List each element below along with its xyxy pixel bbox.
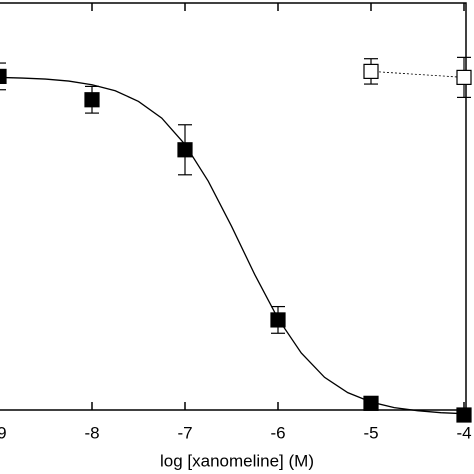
x-tick-label: -5	[363, 423, 378, 442]
data-point	[84, 92, 100, 108]
x-tick-label: -9	[0, 423, 7, 442]
data-point	[0, 68, 7, 84]
x-tick-label: -7	[177, 423, 192, 442]
plot-frame	[0, 2, 467, 411]
x-axis-label: log [xanomeline] (M)	[160, 451, 314, 470]
data-point	[363, 63, 379, 79]
fit-curve	[0, 76, 465, 415]
data-point	[270, 312, 286, 328]
x-tick-label: -4	[456, 423, 471, 442]
data-point	[456, 407, 472, 423]
data-point	[456, 69, 472, 85]
connecting-line	[370, 70, 465, 78]
data-point	[177, 142, 193, 158]
data-point	[363, 395, 379, 411]
x-tick-label: -6	[270, 423, 285, 442]
x-tick-label: -8	[84, 423, 99, 442]
